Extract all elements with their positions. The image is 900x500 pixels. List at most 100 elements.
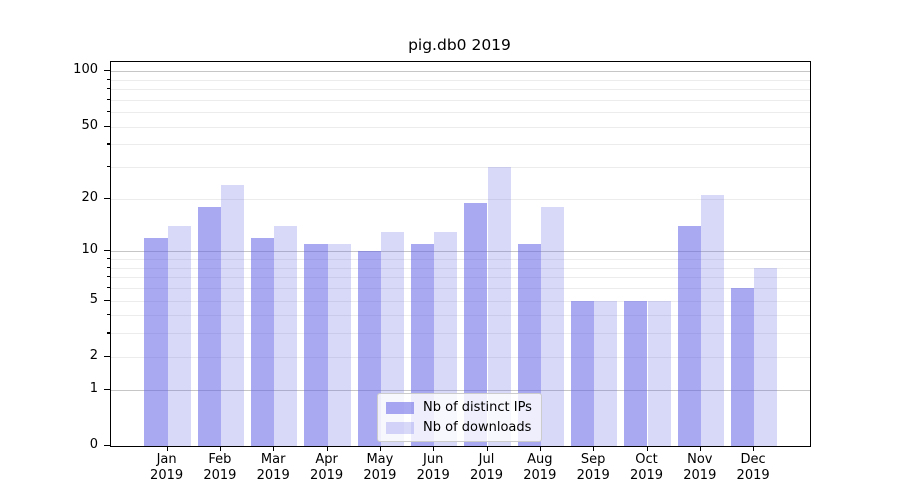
y-gridline-20 [111, 198, 810, 200]
x-tick-label-apr: Apr 2019 [310, 452, 344, 483]
plot-area: Nb of distinct IPs Nb of downloads [110, 61, 811, 447]
y-gridline-90 [111, 79, 810, 81]
y-minortick-90 [106, 78, 110, 80]
y-tick-label-0: 0 [89, 437, 98, 452]
legend: Nb of distinct IPs Nb of downloads [377, 393, 542, 442]
y-tick-label-10: 10 [81, 242, 98, 258]
y-gridline-2 [111, 356, 810, 358]
y-minortick-9 [106, 258, 110, 260]
y-tick-100 [104, 70, 110, 72]
y-gridline-9 [111, 259, 810, 260]
bar-downloads-aug [540, 206, 565, 446]
y-tick-label-1: 1 [89, 380, 98, 396]
bar-ips-may [357, 251, 381, 446]
x-tick-label-feb: Feb 2019 [203, 452, 237, 483]
x-tick-sep [593, 446, 595, 451]
y-gridline-3 [111, 333, 810, 335]
y-tick-label-20: 20 [81, 189, 98, 205]
chart-title: pig.db0 2019 [408, 36, 511, 54]
x-tick-label-nov: Nov 2019 [683, 452, 717, 483]
x-tick-label-aug: Aug 2019 [523, 452, 557, 483]
y-minortick-2 [106, 355, 110, 357]
bar-ips-mar [250, 237, 275, 446]
y-gridline-40 [111, 144, 810, 146]
bar-ips-feb [197, 206, 221, 446]
y-gridline-7 [111, 277, 810, 279]
y-gridline-8 [111, 267, 810, 269]
x-tick-feb [219, 446, 222, 451]
y-gridline-10 [111, 251, 810, 253]
legend-item-downloads: Nb of downloads [386, 420, 532, 435]
y-gridline-6 [111, 287, 810, 289]
x-tick-nov [699, 446, 701, 451]
x-tick-label-mar: Mar 2019 [256, 452, 290, 483]
x-tick-aug [539, 446, 541, 451]
y-minortick-7 [106, 276, 110, 278]
y-minortick-4 [106, 314, 110, 316]
bar-ips-nov [677, 226, 701, 446]
y-gridline-50 [111, 126, 810, 128]
y-minortick-70 [106, 98, 110, 100]
y-minortick-80 [106, 88, 110, 90]
legend-label-downloads: Nb of downloads [423, 420, 532, 435]
legend-label-distinct-ips: Nb of distinct IPs [423, 400, 532, 415]
x-tick-label-may: May 2019 [363, 452, 397, 483]
bar-downloads-dec [754, 267, 778, 446]
y-minortick-60 [106, 111, 110, 113]
y-tick-label-50: 50 [81, 117, 98, 133]
y-tick-10 [104, 250, 110, 252]
x-tick-dec [753, 446, 755, 451]
bar-downloads-nov [700, 194, 725, 446]
x-tick-jan [166, 446, 168, 451]
y-tick-0 [104, 445, 110, 447]
y-minortick-5 [106, 299, 110, 301]
x-tick-may [379, 446, 382, 451]
x-tick-apr [326, 446, 328, 451]
bar-ips-apr [304, 244, 328, 446]
y-minortick-20 [106, 197, 110, 199]
y-minortick-6 [106, 286, 110, 289]
bar-downloads-feb [220, 184, 245, 446]
bar-downloads-oct [647, 300, 671, 446]
bar-ips-jul [464, 202, 488, 446]
x-tick-label-sep: Sep 2019 [576, 452, 610, 483]
bar-downloads-mar [274, 226, 298, 446]
y-tick-label-2: 2 [89, 347, 98, 363]
y-gridline-100 [111, 71, 810, 73]
bar-downloads-jun [434, 231, 458, 446]
bar-downloads-apr [327, 244, 351, 446]
y-gridline-30 [111, 167, 810, 169]
x-tick-label-jan: Jan 2019 [150, 452, 184, 483]
x-tick-label-jul: Jul 2019 [469, 452, 504, 483]
y-gridline-70 [111, 99, 810, 101]
bar-ips-oct [624, 300, 648, 446]
y-tick-1 [104, 388, 110, 390]
y-tick-label-100: 100 [73, 62, 98, 78]
x-tick-jul [486, 446, 488, 451]
y-minortick-3 [106, 332, 110, 334]
legend-swatch-downloads [386, 421, 414, 434]
legend-swatch-distinct-ips [386, 401, 414, 414]
x-tick-oct [646, 446, 648, 451]
y-minortick-30 [106, 166, 110, 168]
y-minortick-40 [106, 143, 110, 145]
x-tick-mar [273, 446, 275, 451]
y-minortick-8 [106, 266, 110, 268]
bar-ips-dec [730, 287, 755, 446]
bar-downloads-jul [487, 167, 511, 446]
x-tick-label-oct: Oct 2019 [629, 452, 664, 483]
x-tick-label-dec: Dec 2019 [736, 452, 770, 483]
legend-item-distinct-ips: Nb of distinct IPs [386, 400, 532, 415]
y-gridline-60 [111, 112, 810, 114]
y-minortick-50 [106, 125, 110, 127]
y-gridline-80 [111, 89, 810, 90]
bar-downloads-jan [167, 226, 191, 446]
bar-ips-jan [144, 237, 168, 446]
bar-downloads-may [380, 231, 405, 446]
bar-ips-sep [570, 300, 595, 446]
x-tick-label-jun: Jun 2019 [416, 452, 450, 483]
y-gridline-4 [111, 315, 810, 317]
y-gridline-1 [111, 389, 810, 391]
bar-downloads-sep [594, 300, 618, 446]
